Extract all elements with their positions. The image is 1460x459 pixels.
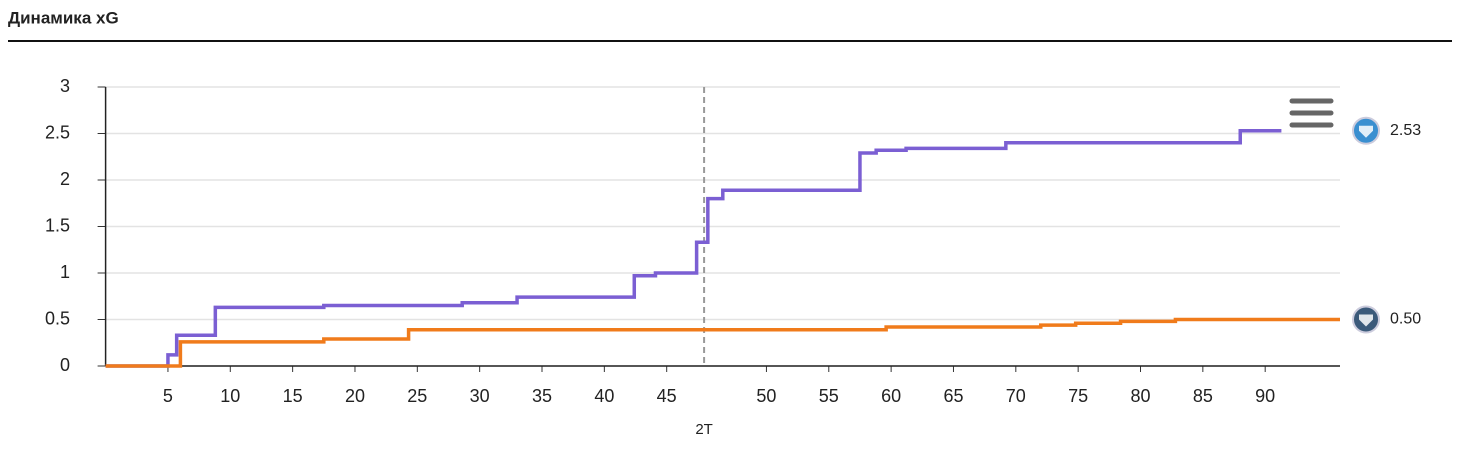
team-badge [1352, 305, 1380, 334]
x-tick-label: 45 [657, 386, 677, 406]
x-tick-label: 85 [1193, 386, 1213, 406]
y-tick-label: 1 [60, 262, 70, 282]
y-tick-label: 0.5 [45, 308, 70, 328]
x-tick-label: 90 [1255, 386, 1275, 406]
x-tick-label: 60 [881, 386, 901, 406]
x-tick-label: 10 [220, 386, 240, 406]
y-tick-label: 1.5 [45, 215, 70, 235]
x-tick-label: 50 [756, 386, 776, 406]
y-tick-label: 2.5 [45, 122, 70, 142]
y-tick-label: 2 [60, 169, 70, 189]
x-tick-label: 5 [163, 386, 173, 406]
page-title: Динамика xG [8, 8, 119, 27]
xg-line [105, 128, 1282, 368]
x-tick-label: 25 [407, 386, 427, 406]
team-badge [1352, 116, 1380, 145]
x-tick-label: 65 [943, 386, 963, 406]
x-tick-label: 30 [470, 386, 490, 406]
badge-mark [1359, 125, 1373, 138]
x-tick-label: 70 [1006, 386, 1026, 406]
divider-label: 2T [695, 421, 713, 438]
x-tick-label: 35 [532, 386, 552, 406]
end-label: 0.50 [1390, 311, 1421, 328]
x-tick-label: 40 [594, 386, 614, 406]
y-tick-label: 3 [60, 76, 70, 96]
xg-line [105, 317, 1340, 368]
x-tick-label: 80 [1130, 386, 1150, 406]
badge-mark [1359, 314, 1373, 327]
x-tick-label: 20 [345, 386, 365, 406]
x-tick-label: 15 [283, 386, 303, 406]
menu-button[interactable] [1288, 98, 1334, 130]
x-tick-label: 75 [1068, 386, 1088, 406]
end-label: 2.53 [1390, 122, 1421, 139]
y-tick-label: 0 [60, 355, 70, 375]
x-tick-label: 55 [819, 386, 839, 406]
